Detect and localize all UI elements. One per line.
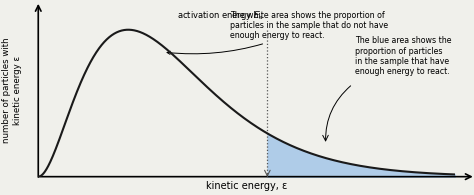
Text: The white area shows the proportion of
particles in the sample that do not have
: The white area shows the proportion of p…: [167, 11, 388, 54]
Text: activation energy $\it{E}_\mathrm{a}$: activation energy $\it{E}_\mathrm{a}$: [177, 9, 263, 22]
X-axis label: kinetic energy, ε: kinetic energy, ε: [206, 181, 287, 191]
Text: The blue area shows the
proportion of particles
in the sample that have
enough e: The blue area shows the proportion of pa…: [355, 36, 451, 76]
Y-axis label: number of particles with
kinetic energy ε: number of particles with kinetic energy …: [2, 38, 22, 143]
